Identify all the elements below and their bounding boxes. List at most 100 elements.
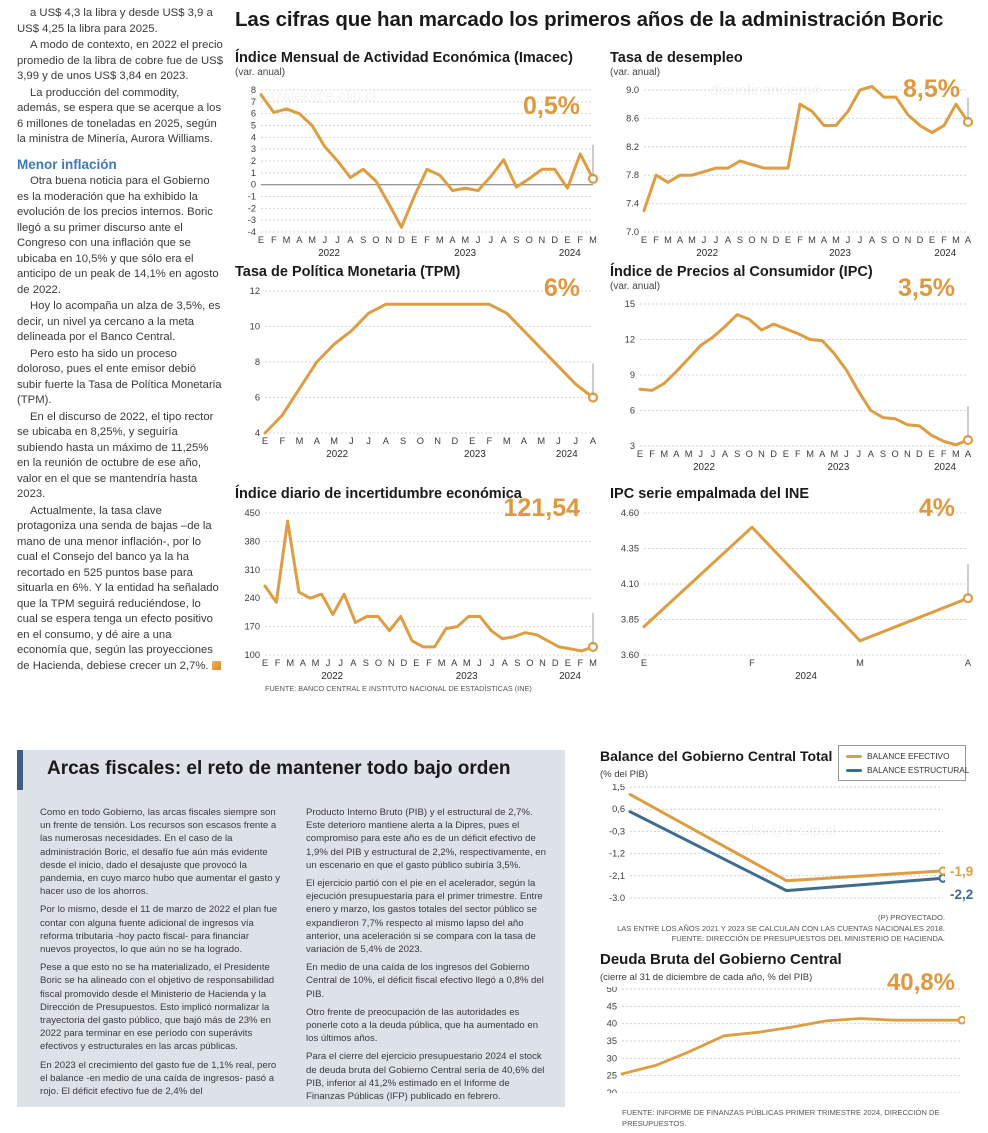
svg-text:2022: 2022 [693,462,715,473]
svg-text:A: A [347,235,354,245]
svg-text:M: M [503,436,511,446]
svg-text:S: S [360,235,366,245]
svg-text:8: 8 [255,357,260,367]
svg-text:N: N [385,235,392,245]
svg-text:N: N [539,235,546,245]
svg-text:N: N [388,658,395,668]
svg-text:M: M [312,658,320,668]
svg-text:-1: -1 [248,192,256,202]
svg-text:FUENTE: BANCO CENTRAL E INSTIT: FUENTE: BANCO CENTRAL E INSTITUTO NACION… [265,684,532,693]
svg-text:M: M [832,235,840,245]
svg-text:-3: -3 [248,215,256,225]
svg-text:A: A [521,436,528,446]
svg-text:3: 3 [630,441,635,451]
svg-text:N: N [904,449,911,459]
svg-text:8.6: 8.6 [626,113,639,123]
svg-text:O: O [746,449,753,459]
svg-text:0: 0 [251,180,256,190]
svg-text:A: A [383,436,390,446]
svg-text:M: M [952,235,960,245]
svg-text:-0,3: -0,3 [609,826,625,836]
svg-text:F: F [426,658,432,668]
svg-text:A: A [296,235,303,245]
svg-text:D: D [551,235,558,245]
svg-text:4: 4 [251,132,256,142]
svg-text:4.10: 4.10 [621,579,639,589]
svg-text:3.85: 3.85 [621,615,639,625]
svg-text:12: 12 [625,335,635,345]
svg-text:25: 25 [607,1071,617,1081]
svg-text:15: 15 [625,299,635,309]
svg-text:8.2: 8.2 [626,142,639,152]
svg-text:E: E [641,658,647,668]
svg-text:J: J [846,235,851,245]
svg-text:0,6: 0,6 [612,804,625,814]
svg-text:2022: 2022 [321,671,343,682]
svg-text:A: A [314,436,321,446]
svg-text:A: A [819,449,826,459]
svg-text:J: J [711,449,716,459]
svg-text:40: 40 [607,1019,617,1029]
svg-text:J: J [573,436,578,446]
svg-text:J: J [698,449,703,459]
svg-text:M: M [589,235,597,245]
svg-text:J: J [326,658,331,668]
svg-text:-3,0: -3,0 [609,893,625,901]
svg-text:D: D [916,449,923,459]
svg-text:6: 6 [251,109,256,119]
svg-text:7.8: 7.8 [626,170,639,180]
svg-text:35: 35 [607,1036,617,1046]
svg-text:A: A [677,235,684,245]
svg-text:F: F [487,436,493,446]
svg-text:A: A [502,658,509,668]
svg-text:O: O [748,235,755,245]
svg-text:F: F [795,449,801,459]
svg-text:J: J [490,658,495,668]
svg-text:100: 100 [244,650,260,660]
svg-text:S: S [880,449,886,459]
svg-text:A: A [725,235,732,245]
svg-text:D: D [773,235,780,245]
svg-text:-1,2: -1,2 [609,849,625,859]
svg-text:J: J [349,436,354,446]
svg-text:2023: 2023 [456,671,478,682]
svg-text:J: J [856,449,861,459]
svg-text:S: S [881,235,887,245]
svg-text:S: S [734,449,740,459]
svg-text:M: M [330,436,338,446]
svg-text:D: D [452,436,459,446]
svg-text:E: E [564,235,570,245]
svg-text:E: E [783,449,789,459]
svg-text:J: J [322,235,327,245]
svg-text:M: M [308,235,316,245]
svg-text:E: E [928,449,934,459]
svg-text:A: A [590,436,597,446]
svg-text:J: J [844,449,849,459]
svg-text:E: E [929,235,935,245]
svg-text:2024: 2024 [559,671,581,682]
svg-text:-4: -4 [248,227,256,237]
svg-text:F: F [424,235,430,245]
svg-text:D: D [552,658,559,668]
svg-text:E: E [258,235,264,245]
svg-text:240: 240 [244,593,260,603]
svg-text:N: N [761,235,768,245]
svg-text:7.0: 7.0 [626,227,639,237]
svg-text:1,5: 1,5 [612,784,625,792]
svg-text:-2: -2 [248,203,256,213]
svg-text:2024: 2024 [559,248,581,259]
svg-text:A: A [673,449,680,459]
svg-text:M: M [856,658,864,668]
svg-text:S: S [363,658,369,668]
svg-text:10: 10 [250,322,260,332]
svg-text:E: E [469,436,475,446]
svg-text:2023: 2023 [828,462,850,473]
svg-text:F: F [271,235,277,245]
svg-text:310: 310 [244,565,260,575]
svg-text:S: S [400,436,406,446]
svg-text:A: A [300,658,307,668]
svg-text:M: M [685,449,693,459]
svg-text:A: A [722,449,729,459]
svg-text:M: M [537,436,545,446]
svg-text:O: O [526,235,533,245]
